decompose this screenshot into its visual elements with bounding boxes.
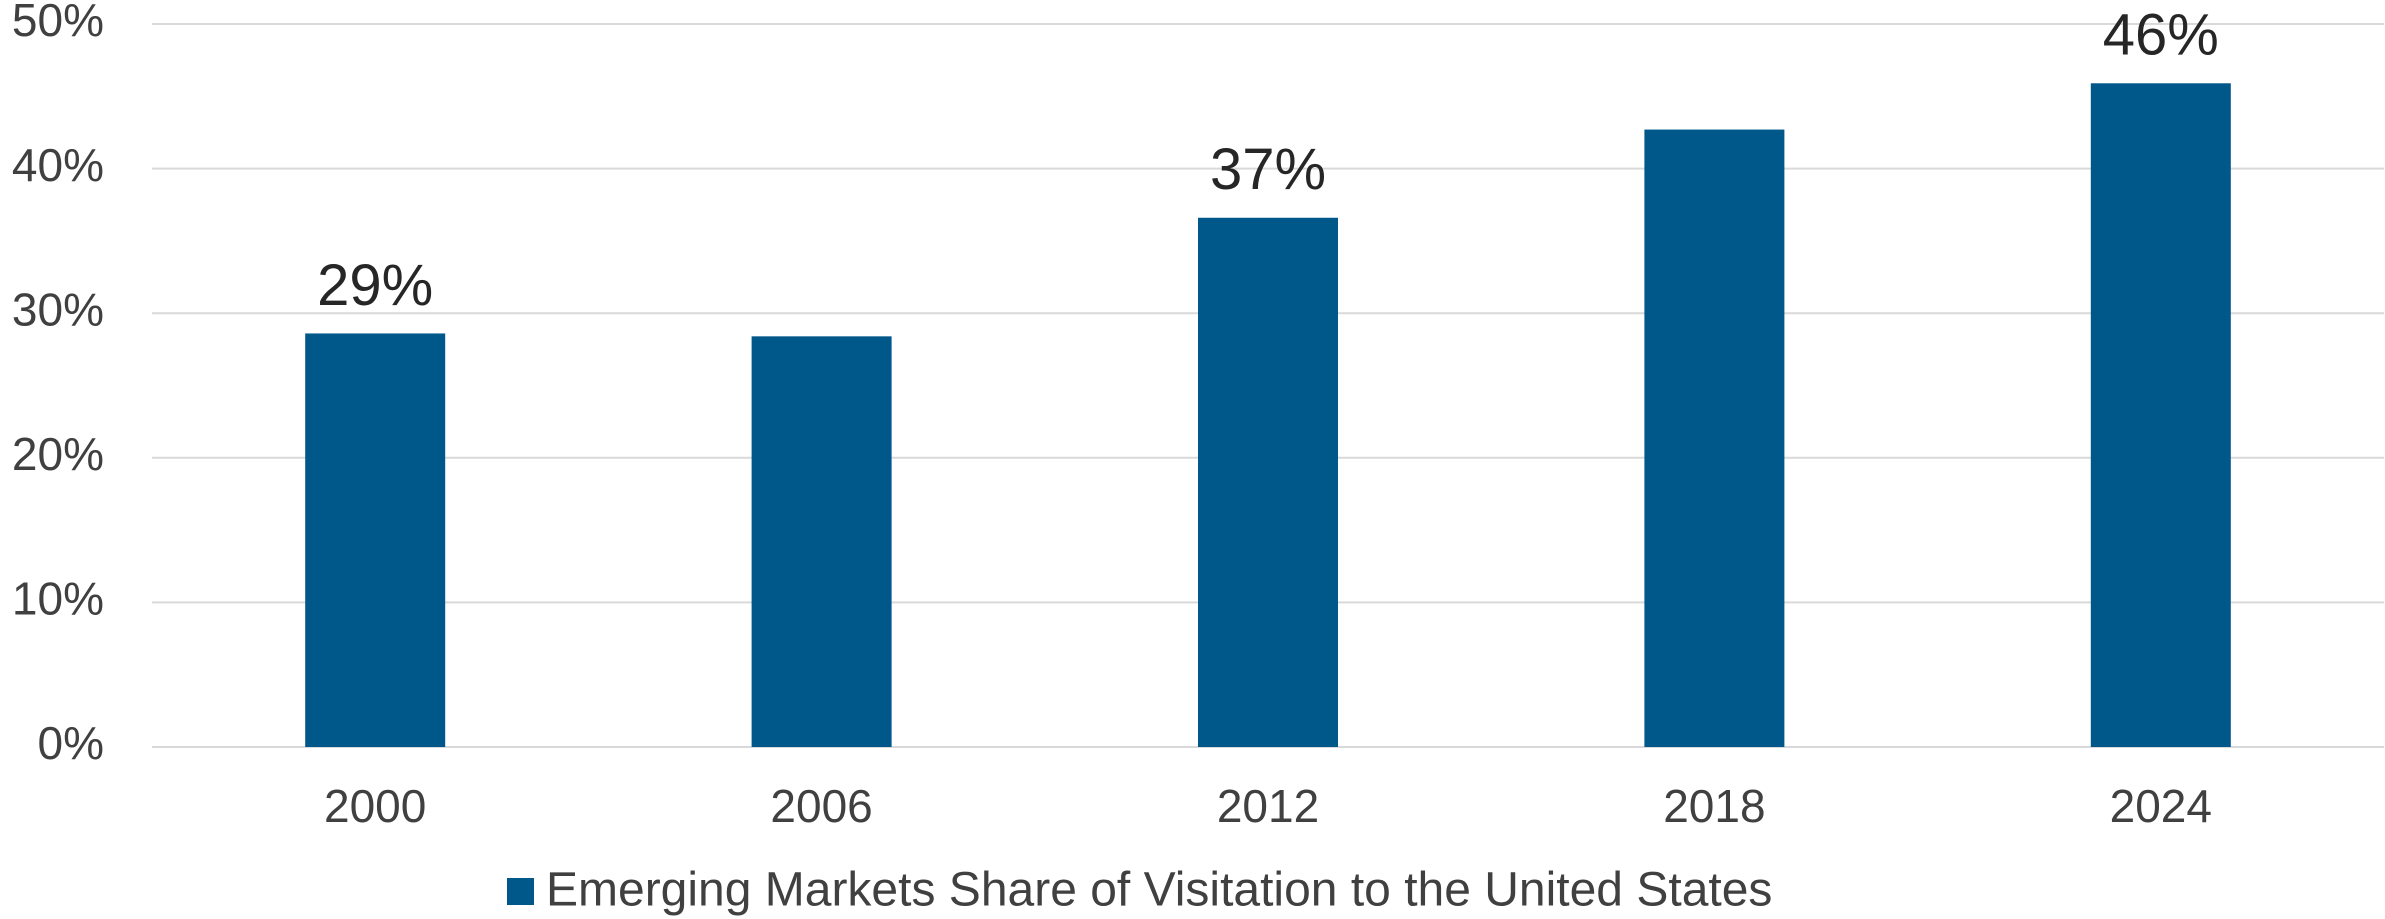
x-tick-label: 2000 <box>324 780 426 832</box>
y-tick-label: 20% <box>12 428 104 480</box>
y-tick-label: 40% <box>12 139 104 191</box>
bar <box>2090 83 2231 747</box>
bar <box>305 333 446 747</box>
bar <box>1644 129 1785 748</box>
y-tick-label: 0% <box>38 717 104 769</box>
x-tick-label: 2024 <box>2110 780 2212 832</box>
data-label: 29% <box>317 253 433 318</box>
y-tick-label: 30% <box>12 283 104 335</box>
legend-label: Emerging Markets Share of Visitation to … <box>546 864 1772 917</box>
y-tick-label: 50% <box>12 0 104 46</box>
y-tick-label: 10% <box>12 573 104 625</box>
data-label: 46% <box>2103 3 2219 68</box>
x-tick-label: 2012 <box>1217 780 1319 832</box>
x-tick-label: 2006 <box>770 780 872 832</box>
bar <box>1198 217 1338 747</box>
legend-swatch <box>507 878 534 905</box>
data-label: 37% <box>1210 137 1326 202</box>
bar <box>751 336 892 747</box>
x-tick-label: 2018 <box>1663 780 1765 832</box>
